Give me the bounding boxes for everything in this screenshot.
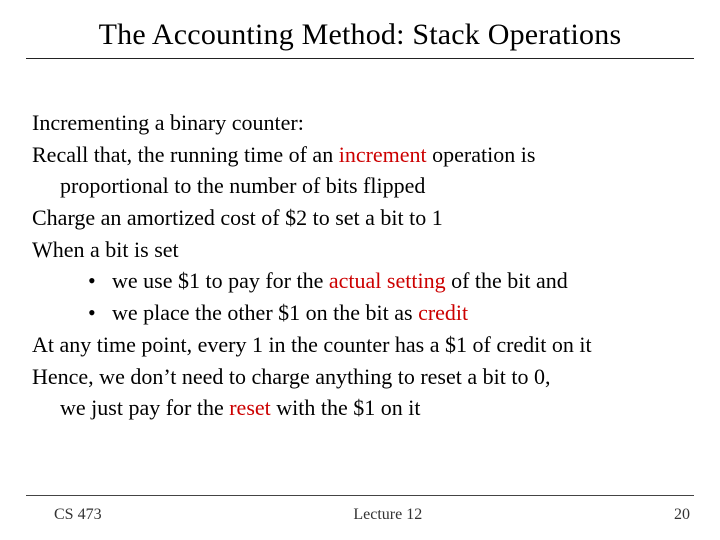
footer-page-number: 20 — [674, 506, 694, 524]
title-rule — [26, 58, 694, 59]
footer-left: CS 473 — [26, 506, 102, 524]
paragraph: Incrementing a binary counter: — [32, 108, 688, 138]
paragraph-continuation: we just pay for the reset with the $1 on… — [32, 393, 688, 423]
bullet-icon: • — [88, 298, 112, 328]
bullet-item: • we use $1 to pay for the actual settin… — [32, 266, 688, 296]
text: of the bit and — [446, 268, 568, 293]
text: operation is — [427, 142, 536, 167]
text-emphasis: credit — [418, 300, 468, 325]
paragraph-continuation: proportional to the number of bits flipp… — [32, 171, 688, 201]
text: Recall that, the running time of an — [32, 142, 339, 167]
paragraph: When a bit is set — [32, 235, 688, 265]
slide-body: Incrementing a binary counter: Recall th… — [32, 108, 688, 425]
footer-rule — [26, 495, 694, 496]
text: we just pay for the — [60, 395, 229, 420]
paragraph: Hence, we don’t need to charge anything … — [32, 362, 688, 392]
text-emphasis: increment — [339, 142, 427, 167]
slide: The Accounting Method: Stack Operations … — [0, 0, 720, 540]
paragraph: At any time point, every 1 in the counte… — [32, 330, 688, 360]
paragraph: Recall that, the running time of an incr… — [32, 140, 688, 170]
slide-footer: CS 473 Lecture 12 20 — [26, 506, 694, 524]
bullet-text: we use $1 to pay for the actual setting … — [112, 266, 688, 296]
bullet-text: we place the other $1 on the bit as cred… — [112, 298, 688, 328]
text: with the $1 on it — [271, 395, 421, 420]
text: we use $1 to pay for the — [112, 268, 329, 293]
text-emphasis: reset — [229, 395, 271, 420]
text: we place the other $1 on the bit as — [112, 300, 418, 325]
footer-center: Lecture 12 — [353, 506, 422, 524]
bullet-item: • we place the other $1 on the bit as cr… — [32, 298, 688, 328]
paragraph: Charge an amortized cost of $2 to set a … — [32, 203, 688, 233]
slide-title: The Accounting Method: Stack Operations — [0, 18, 720, 52]
text-emphasis: actual setting — [329, 268, 446, 293]
bullet-icon: • — [88, 266, 112, 296]
